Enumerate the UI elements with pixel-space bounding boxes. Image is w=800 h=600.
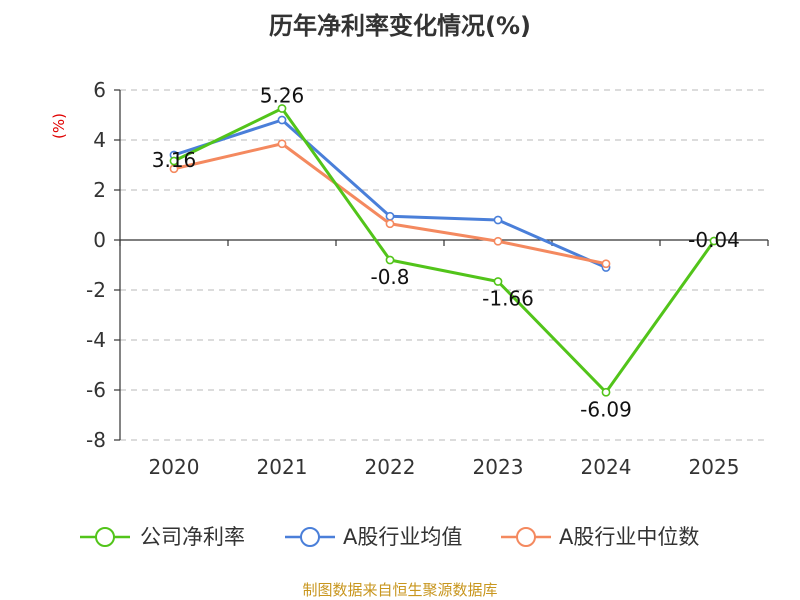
legend-marker-1 [300,527,320,547]
series-1-point-3 [493,215,503,225]
data-labels: 3.16 5.26 -0.8 -1.66 -6.09 -0.04 [152,84,740,422]
y-tick-label-0: 0 [93,228,106,252]
legend-label-2: A股行业中位数 [559,525,699,549]
legend-item-1[interactable]: A股行业均值 [285,525,462,549]
legend-marker-0 [95,527,115,547]
y-tick-label--4: -4 [86,328,106,352]
series-line-0 [173,107,716,394]
series-0-point-4 [601,387,611,397]
data-source-note: 制图数据来自恒生聚源数据库 [302,581,497,599]
data-label-2024: -6.09 [580,397,632,421]
data-label-2020: 3.16 [152,148,197,172]
data-label-2022: -0.8 [370,265,409,289]
series-2-point-1 [277,139,287,149]
chart-title: 历年净利率变化情况(%) [269,12,531,40]
y-tick-label--6: -6 [86,378,106,402]
series-0-point-3 [493,277,503,286]
series-line-2 [173,142,607,266]
legend-item-2[interactable]: A股行业中位数 [501,525,699,549]
axes [114,89,769,441]
series-0-point-5 [709,236,719,246]
y-axis-unit: (%) [50,113,68,139]
x-tick-labels: 2020 2021 2022 2023 2024 2025 [149,455,740,479]
series-lines [169,104,719,397]
series-0-point-2 [385,255,395,265]
legend-label-1: A股行业均值 [343,525,462,549]
data-label-2021: 5.26 [260,84,305,108]
x-tick-label-2024: 2024 [581,455,632,479]
x-tick-label-2022: 2022 [365,455,416,479]
data-label-2025: -0.04 [688,228,740,252]
series-2-point-3 [493,236,503,246]
grid-lines [120,89,768,441]
series-1-point-2 [385,211,395,221]
x-tick-label-2023: 2023 [473,455,524,479]
series-1-point-1 [277,115,287,125]
data-label-2023: -1.66 [482,287,534,311]
y-tick-label-4: 4 [93,128,106,152]
series-0-point-0 [169,156,179,166]
series-line-1 [173,118,607,269]
legend[interactable]: 公司净利率 A股行业均值 A股行业中位数 [80,525,699,549]
legend-item-0[interactable]: 公司净利率 [80,525,245,549]
legend-marker-2 [516,527,536,547]
y-tick-labels: 6 4 2 0 -2 -4 -6 -8 [86,78,106,452]
y-tick-label-6: 6 [93,78,106,102]
series-0-point-1 [277,104,287,113]
y-tick-label--2: -2 [86,278,106,302]
x-tick-label-2021: 2021 [257,455,308,479]
y-tick-label-2: 2 [93,178,106,202]
x-tick-label-2020: 2020 [149,455,200,479]
x-tick-label-2025: 2025 [689,455,740,479]
series-2-point-2 [385,219,395,229]
y-tick-label--8: -8 [86,428,106,452]
series-2-point-4 [601,259,611,269]
legend-label-0: 公司净利率 [140,525,245,549]
